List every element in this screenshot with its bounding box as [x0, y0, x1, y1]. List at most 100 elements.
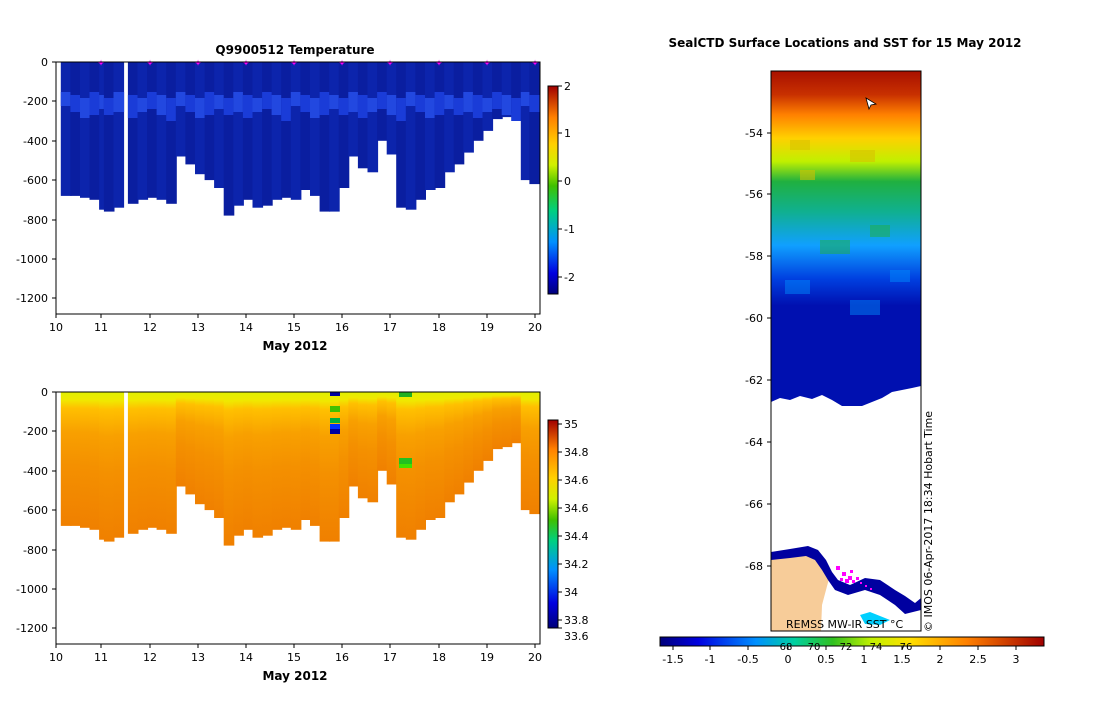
salinity-profile: [166, 392, 177, 534]
salinity-profile: [338, 392, 350, 518]
x-tick-label: 10: [49, 321, 63, 334]
temperature-profile: [127, 62, 139, 204]
temperature-warm-band: [70, 95, 81, 112]
temperature-profile: [195, 62, 206, 175]
temperature-profile: [204, 62, 216, 181]
salinity-profile: [127, 392, 139, 534]
x-tick-label: 20: [528, 321, 542, 334]
colorbar-tick: 35: [564, 418, 578, 431]
x-tick-label: 17: [383, 651, 397, 664]
y-tick-label: -1200: [16, 292, 48, 305]
colorbar-tick: 34.8: [564, 446, 589, 459]
temperature-warm-band: [271, 95, 283, 115]
temperature-warm-band: [137, 98, 149, 112]
temperature-warm-band: [80, 98, 91, 118]
temperature-warm-band: [252, 98, 264, 112]
colorbar-tick: 34.6: [564, 502, 589, 515]
temperature-warm-band: [103, 98, 115, 115]
salinity-profile: [377, 392, 388, 471]
surface-marker: ✦: [435, 59, 443, 69]
y-tick-label: -800: [23, 544, 48, 557]
x-tick-label: 13: [191, 321, 205, 334]
y-tick-label: -400: [23, 135, 48, 148]
temperature-profile: [405, 62, 417, 210]
salinity-profile: [147, 392, 158, 528]
salinity-profile: [348, 392, 359, 487]
surface-marker: ✦: [338, 59, 346, 69]
y-tick-label: -1200: [16, 622, 48, 635]
temperature-panel: Q9900512 Temperature ✦ ✦ ✦ ✦ ✦ ✦ ✦ ✦ ✦ ✦…: [16, 43, 575, 353]
y-tick-label: 0: [41, 56, 48, 69]
salinity-profile: [70, 392, 81, 526]
temperature-profile: [113, 62, 125, 208]
seal-ctd-locations: [836, 566, 872, 590]
colorbar-tick: 3: [1013, 653, 1020, 666]
x-tick-label: 13: [191, 651, 205, 664]
x-tick-label: 18: [432, 321, 446, 334]
salinity-profile: [281, 392, 292, 528]
colorbar-tick: 0.5: [817, 653, 835, 666]
x-tick-label: 14: [239, 651, 253, 664]
x-tick-label: 18: [432, 651, 446, 664]
temperature-profiles: [60, 62, 540, 216]
colorbar-tick: 1: [564, 127, 571, 140]
temperature-warm-band: [242, 95, 254, 118]
salinity-profile: [271, 392, 283, 530]
colorbar-tick: 34.6: [564, 474, 589, 487]
temperature-warm-band: [233, 92, 244, 112]
x-tick-label: 16: [335, 321, 349, 334]
salinity-profile: [204, 392, 216, 511]
temperature-warm-band: [319, 92, 331, 115]
temperature-profile: [300, 62, 311, 190]
temperature-warm-band: [175, 92, 187, 106]
temperature-profile: [319, 62, 331, 212]
temperature-warm-band: [300, 95, 311, 112]
salinity-anomalies: [330, 392, 412, 468]
salinity-profile: [89, 392, 101, 530]
y-tick-label: -600: [23, 174, 48, 187]
x-tick-label: 19: [480, 651, 494, 664]
salinity-profile: [319, 392, 331, 542]
temperature-warm-band: [329, 95, 340, 109]
x-tick-label: 16: [335, 651, 349, 664]
temperature-profile: [214, 62, 225, 188]
temperature-profile: [89, 62, 101, 200]
salinity-profile: [300, 392, 311, 520]
colorbar-tick: 1.5: [893, 653, 911, 666]
salinity-plot-frame: [55, 391, 541, 645]
temperature-warm-band: [405, 92, 417, 106]
lat-tick-label: -62: [745, 374, 763, 387]
temperature-warm-band: [520, 92, 532, 106]
temperature-warm-band: [434, 92, 446, 115]
temperature-warm-band: [113, 92, 125, 112]
y-tick-label: -200: [23, 425, 48, 438]
colorbar-overlay-tick: 70: [808, 642, 821, 653]
salinity-profile: [156, 392, 168, 530]
temperature-warm-band: [214, 95, 225, 109]
x-tick-label: 15: [287, 651, 301, 664]
salinity-profile: [482, 392, 494, 461]
colorbar-tick: 1: [861, 653, 868, 666]
salinity-profile: [262, 392, 273, 536]
temperature-profile: [501, 62, 513, 118]
temperature-profile: [492, 62, 503, 120]
sst-map-title: SealCTD Surface Locations and SST for 15…: [668, 36, 1021, 50]
temperature-warm-band: [472, 95, 484, 118]
lat-tick-label: -68: [745, 560, 763, 573]
temperature-warm-band: [492, 92, 503, 109]
y-tick-label: -400: [23, 465, 48, 478]
temperature-profile: [444, 62, 455, 173]
salinity-profile: [223, 392, 235, 546]
salinity-profile: [453, 392, 465, 495]
sst-map-panel: SealCTD Surface Locations and SST for 15…: [659, 36, 1045, 666]
salinity-panel: 0 -200 -400 -600 -800 -1000 -1200 10 11 …: [16, 386, 588, 683]
surface-marker: ✦: [531, 59, 539, 69]
sst-field: [771, 71, 921, 631]
surface-marker: ✦: [146, 59, 154, 69]
temperature-warm-band: [357, 95, 369, 118]
temperature-y-axis: 0 -200 -400 -600 -800 -1000 -1200: [16, 56, 56, 305]
temperature-warm-band: [310, 98, 321, 118]
salinity-profile: [103, 392, 115, 542]
surface-marker: ✦: [97, 59, 105, 69]
temperature-warm-band: [501, 95, 513, 115]
